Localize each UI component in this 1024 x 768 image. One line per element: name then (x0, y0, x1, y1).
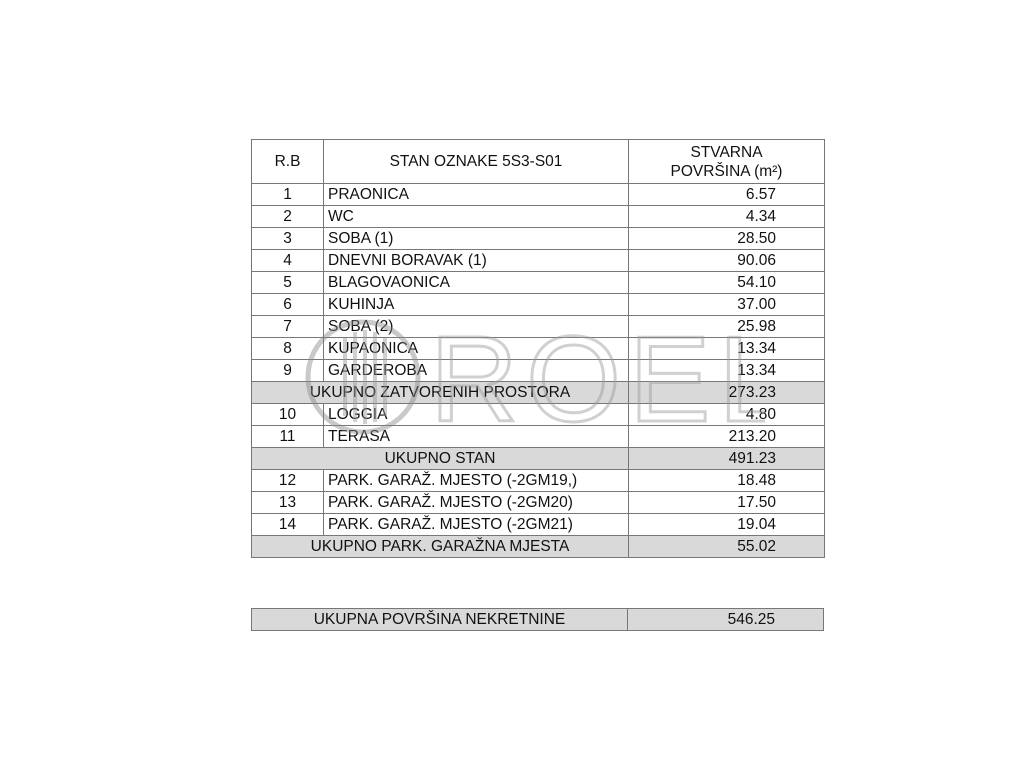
subtotal-label: UKUPNO STAN (251, 447, 629, 470)
table-row: 1 PRAONICA 6.57 (251, 183, 825, 206)
table-row: 13 PARK. GARAŽ. MJESTO (-2GM20) 17.50 (251, 491, 825, 514)
table-row: 9 GARDEROBA 13.34 (251, 359, 825, 382)
table-row: 11 TERASA 213.20 (251, 425, 825, 448)
room-name: DNEVNI BORAVAK (1) (323, 249, 629, 272)
row-number: 4 (251, 249, 324, 272)
row-number: 3 (251, 227, 324, 250)
total-row: UKUPNA POVRŠINA NEKRETNINE 546.25 (251, 608, 824, 631)
total-label: UKUPNA POVRŠINA NEKRETNINE (251, 608, 628, 631)
room-name: SOBA (1) (323, 227, 629, 250)
table-row: 2 WC 4.34 (251, 205, 825, 228)
room-name: PARK. GARAŽ. MJESTO (-2GM19,) (323, 469, 629, 492)
table-row: 4 DNEVNI BORAVAK (1) 90.06 (251, 249, 825, 272)
table-row: 12 PARK. GARAŽ. MJESTO (-2GM19,) 18.48 (251, 469, 825, 492)
row-number: 10 (251, 403, 324, 426)
header-area-line2: POVRŠINA (m²) (670, 162, 783, 180)
table-row: 3 SOBA (1) 28.50 (251, 227, 825, 250)
row-number: 6 (251, 293, 324, 316)
room-name: KUHINJA (323, 293, 629, 316)
subtotal-label: UKUPNO ZATVORENIH PROSTORA (251, 381, 629, 404)
room-area: 28.50 (628, 227, 825, 250)
table-row: 7 SOBA (2) 25.98 (251, 315, 825, 338)
room-name: PARK. GARAŽ. MJESTO (-2GM21) (323, 513, 629, 536)
room-area: 18.48 (628, 469, 825, 492)
header-area: STVARNA POVRŠINA (m²) (628, 139, 825, 184)
room-name: WC (323, 205, 629, 228)
table-row: 8 KUPAONICA 13.34 (251, 337, 825, 360)
row-number: 9 (251, 359, 324, 382)
subtotal-area: 55.02 (628, 535, 825, 558)
room-name: KUPAONICA (323, 337, 629, 360)
room-name: TERASA (323, 425, 629, 448)
subtotal-row: UKUPNO PARK. GARAŽNA MJESTA 55.02 (251, 535, 825, 558)
subtotal-area: 273.23 (628, 381, 825, 404)
table-header-row: R.B STAN OZNAKE 5S3-S01 STVARNA POVRŠINA … (251, 139, 825, 184)
total-area: 546.25 (627, 608, 824, 631)
subtotal-row: UKUPNO ZATVORENIH PROSTORA 273.23 (251, 381, 825, 404)
header-title: STAN OZNAKE 5S3-S01 (323, 139, 629, 184)
table-row: 14 PARK. GARAŽ. MJESTO (-2GM21) 19.04 (251, 513, 825, 536)
table-row: 5 BLAGOVAONICA 54.10 (251, 271, 825, 294)
room-name: BLAGOVAONICA (323, 271, 629, 294)
row-number: 5 (251, 271, 324, 294)
room-area: 13.34 (628, 337, 825, 360)
row-number: 11 (251, 425, 324, 448)
room-area: 19.04 (628, 513, 825, 536)
table-row: 10 LOGGIA 4.80 (251, 403, 825, 426)
room-area: 4.34 (628, 205, 825, 228)
header-area-line1: STVARNA (690, 143, 763, 161)
subtotal-label: UKUPNO PARK. GARAŽNA MJESTA (251, 535, 629, 558)
subtotal-row: UKUPNO STAN 491.23 (251, 447, 825, 470)
room-name: GARDEROBA (323, 359, 629, 382)
room-area: 37.00 (628, 293, 825, 316)
room-area: 90.06 (628, 249, 825, 272)
room-name: SOBA (2) (323, 315, 629, 338)
subtotal-area: 491.23 (628, 447, 825, 470)
row-number: 13 (251, 491, 324, 514)
header-rb: R.B (251, 139, 324, 184)
room-area: 54.10 (628, 271, 825, 294)
room-area: 17.50 (628, 491, 825, 514)
row-number: 12 (251, 469, 324, 492)
room-name: PARK. GARAŽ. MJESTO (-2GM20) (323, 491, 629, 514)
row-number: 8 (251, 337, 324, 360)
room-area: 4.80 (628, 403, 825, 426)
room-area: 6.57 (628, 183, 825, 206)
room-name: PRAONICA (323, 183, 629, 206)
row-number: 7 (251, 315, 324, 338)
room-area: 213.20 (628, 425, 825, 448)
room-area: 25.98 (628, 315, 825, 338)
row-number: 14 (251, 513, 324, 536)
room-name: LOGGIA (323, 403, 629, 426)
row-number: 1 (251, 183, 324, 206)
area-table: R.B STAN OZNAKE 5S3-S01 STVARNA POVRŠINA … (251, 139, 825, 558)
table-row: 6 KUHINJA 37.00 (251, 293, 825, 316)
row-number: 2 (251, 205, 324, 228)
room-area: 13.34 (628, 359, 825, 382)
total-table: UKUPNA POVRŠINA NEKRETNINE 546.25 (251, 608, 824, 631)
